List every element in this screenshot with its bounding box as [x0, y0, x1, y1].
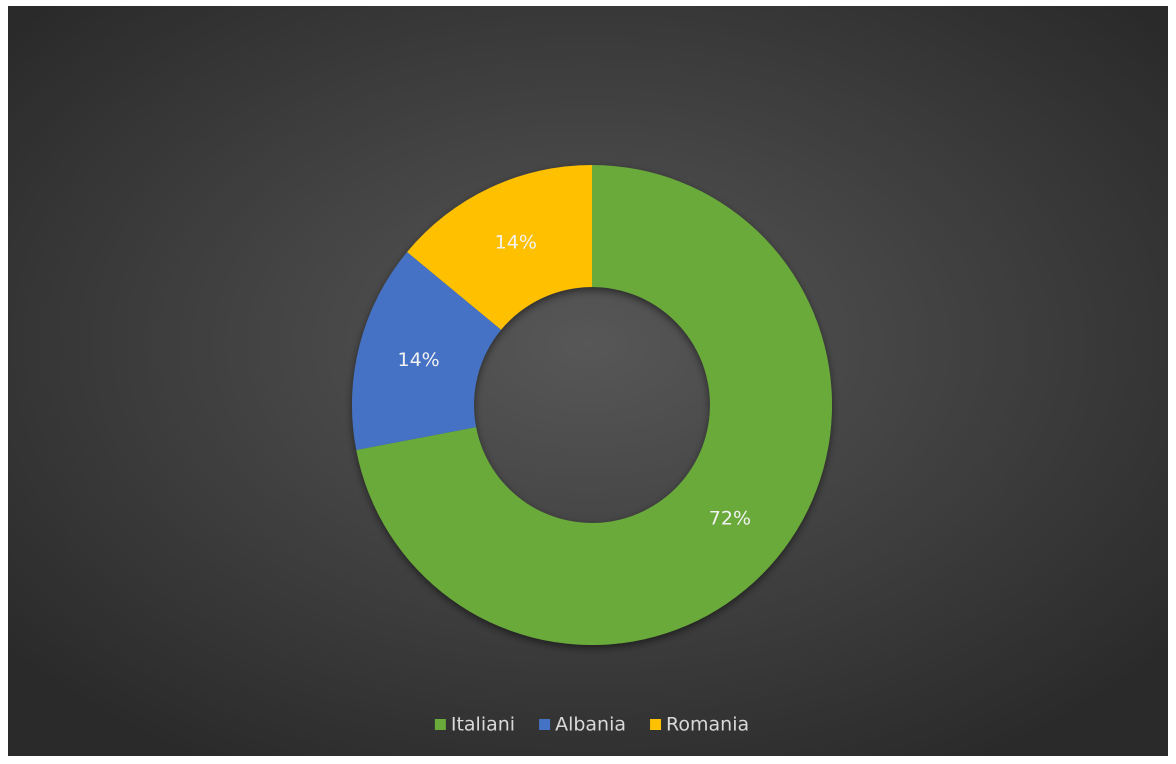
- legend-label: Albania: [555, 714, 626, 736]
- data-label: 14%: [398, 349, 440, 371]
- donut-slice: [407, 165, 592, 330]
- data-label: 72%: [709, 508, 751, 530]
- legend-swatch: [539, 719, 551, 730]
- legend-label: Romania: [666, 714, 749, 736]
- data-labels: 72% 14% 14%: [398, 232, 752, 530]
- donut: [352, 165, 832, 645]
- donut-slice: [352, 252, 502, 450]
- data-label: 14%: [495, 232, 537, 254]
- donut-slice: [356, 165, 832, 645]
- legend-swatch: [650, 719, 662, 730]
- legend: Italiani Albania Romania: [434, 714, 749, 736]
- legend-label: Italiani: [451, 714, 515, 736]
- legend-swatch: [434, 719, 446, 730]
